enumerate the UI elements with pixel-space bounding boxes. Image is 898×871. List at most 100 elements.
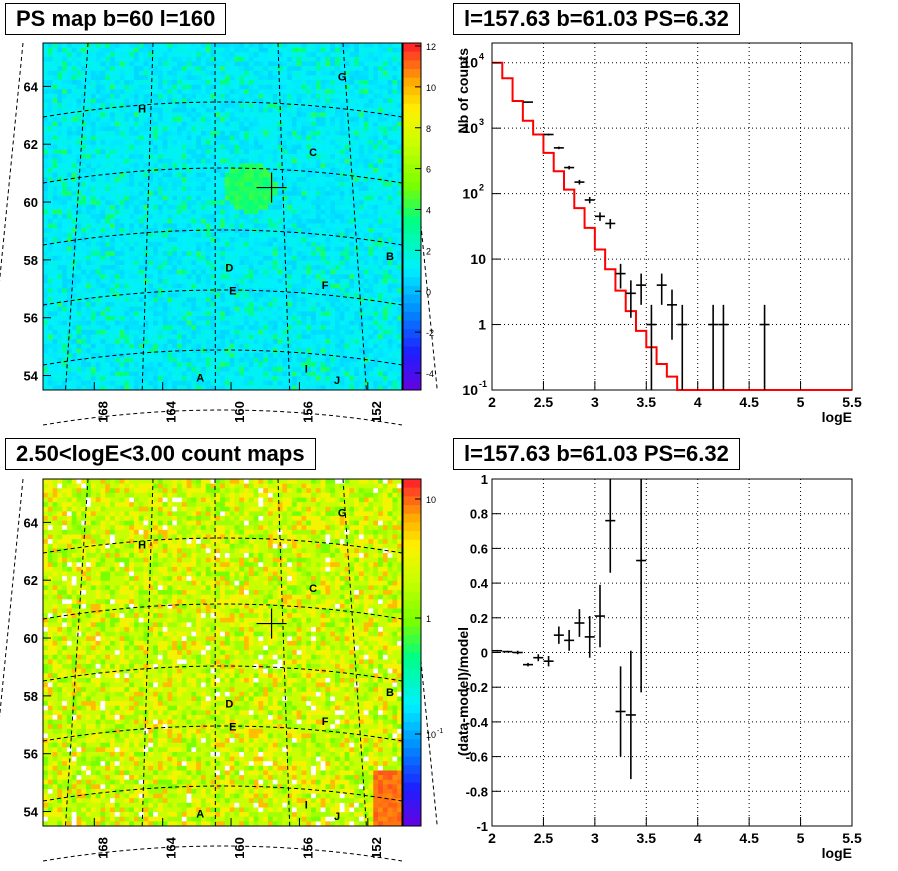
heatmap-cell (287, 130, 293, 136)
heatmap-cell (143, 380, 149, 386)
heatmap-cell (306, 93, 312, 99)
heatmap-cell (344, 260, 350, 266)
heatmap-cell (291, 348, 297, 354)
heatmap-cell (43, 292, 49, 298)
heatmap-cell (76, 98, 82, 104)
heatmap-cell (205, 306, 211, 312)
heatmap-cell (162, 204, 168, 210)
heatmap-cell (81, 195, 87, 201)
heatmap-cell (229, 380, 235, 386)
heatmap-cell (191, 70, 197, 76)
heatmap-cell (296, 255, 302, 261)
heatmap-cell (133, 158, 140, 164)
heatmap-cell (90, 89, 96, 95)
heatmap-cell (253, 140, 259, 146)
heatmap-cell (287, 274, 293, 280)
heatmap-cell (172, 362, 178, 368)
heatmap-cell (248, 200, 254, 206)
heatmap-cell (148, 177, 154, 183)
heatmap-cell (287, 343, 293, 349)
heatmap-cell (296, 223, 302, 229)
heatmap-cell (306, 362, 312, 368)
heatmap-cell (100, 195, 106, 201)
heatmap-cell (157, 214, 163, 220)
heatmap-cell (52, 339, 58, 345)
heatmap-cell (205, 135, 211, 141)
heatmap-cell (100, 380, 106, 386)
heatmap-cell (167, 89, 173, 95)
heatmap-cell (177, 232, 183, 238)
heatmap-cell (301, 325, 307, 331)
heatmap-cell (181, 274, 187, 280)
heatmap-cell (124, 237, 130, 243)
heatmap-cell (119, 352, 125, 358)
heatmap-cell (296, 61, 302, 67)
heatmap-cell (133, 339, 140, 345)
heatmap-cell (215, 154, 221, 159)
heatmap-cell (248, 144, 254, 150)
heatmap-cell (315, 306, 321, 312)
heatmap-cell (167, 204, 173, 210)
heatmap-cell (272, 241, 278, 247)
heatmap-cell (167, 135, 173, 141)
heatmap-cell (81, 43, 87, 48)
heatmap-cell (110, 315, 116, 321)
heatmap-cell (320, 385, 326, 391)
heatmap-cell (110, 343, 116, 349)
heatmap-cell (287, 135, 293, 141)
heatmap-cell (133, 93, 140, 99)
heatmap-cell (258, 126, 264, 132)
heatmap-cell (133, 107, 140, 113)
heatmap-cell (167, 172, 173, 178)
heatmap-cell (129, 269, 135, 275)
heatmap-cell (354, 89, 360, 95)
heatmap-cell (315, 209, 321, 215)
heatmap-cell (277, 80, 283, 85)
heatmap-cell (186, 209, 192, 215)
heatmap-cell (205, 241, 211, 247)
heatmap-cell (315, 177, 321, 183)
heatmap-cell (253, 167, 259, 173)
heatmap-cell (133, 75, 140, 81)
heatmap-cell (191, 339, 197, 345)
heatmap-cell (196, 366, 202, 372)
heatmap-cell (95, 297, 101, 303)
heatmap-cell (52, 385, 58, 391)
heatmap-cell (81, 121, 87, 127)
heatmap-cell (244, 255, 250, 261)
heatmap-cell (124, 135, 130, 141)
heatmap-cell (105, 362, 111, 368)
heatmap-cell (124, 260, 130, 266)
heatmap-cell (301, 181, 307, 187)
heatmap-cell (133, 61, 140, 67)
heatmap-cell (143, 130, 149, 136)
heatmap-cell (325, 200, 331, 206)
heatmap-cell (95, 251, 101, 257)
heatmap-cell (76, 320, 82, 326)
heatmap-cell (172, 260, 178, 266)
heatmap-cell (282, 191, 288, 196)
heatmap-cell (191, 181, 197, 187)
heatmap-cell (196, 218, 202, 224)
heatmap-cell (43, 265, 49, 271)
heatmap-cell (354, 66, 360, 72)
heatmap-cell (267, 380, 274, 386)
heatmap-cell (71, 228, 77, 233)
heatmap-cell (57, 371, 63, 377)
heatmap-cell (172, 214, 178, 220)
heatmap-cell (167, 315, 173, 321)
heatmap-cell (57, 163, 63, 169)
heatmap-cell (114, 56, 120, 62)
heatmap-cell (263, 43, 269, 48)
heatmap-cell (186, 343, 192, 349)
heatmap-cell (100, 98, 106, 104)
heatmap-cell (114, 117, 120, 122)
heatmap-cell (153, 380, 159, 386)
heatmap-cell (186, 75, 192, 81)
heatmap-cell (153, 343, 159, 349)
heatmap-cell (43, 103, 49, 109)
heatmap-cell (248, 306, 254, 312)
heatmap-cell (186, 352, 192, 358)
heatmap-cell (315, 237, 321, 243)
heatmap-cell (191, 288, 197, 294)
